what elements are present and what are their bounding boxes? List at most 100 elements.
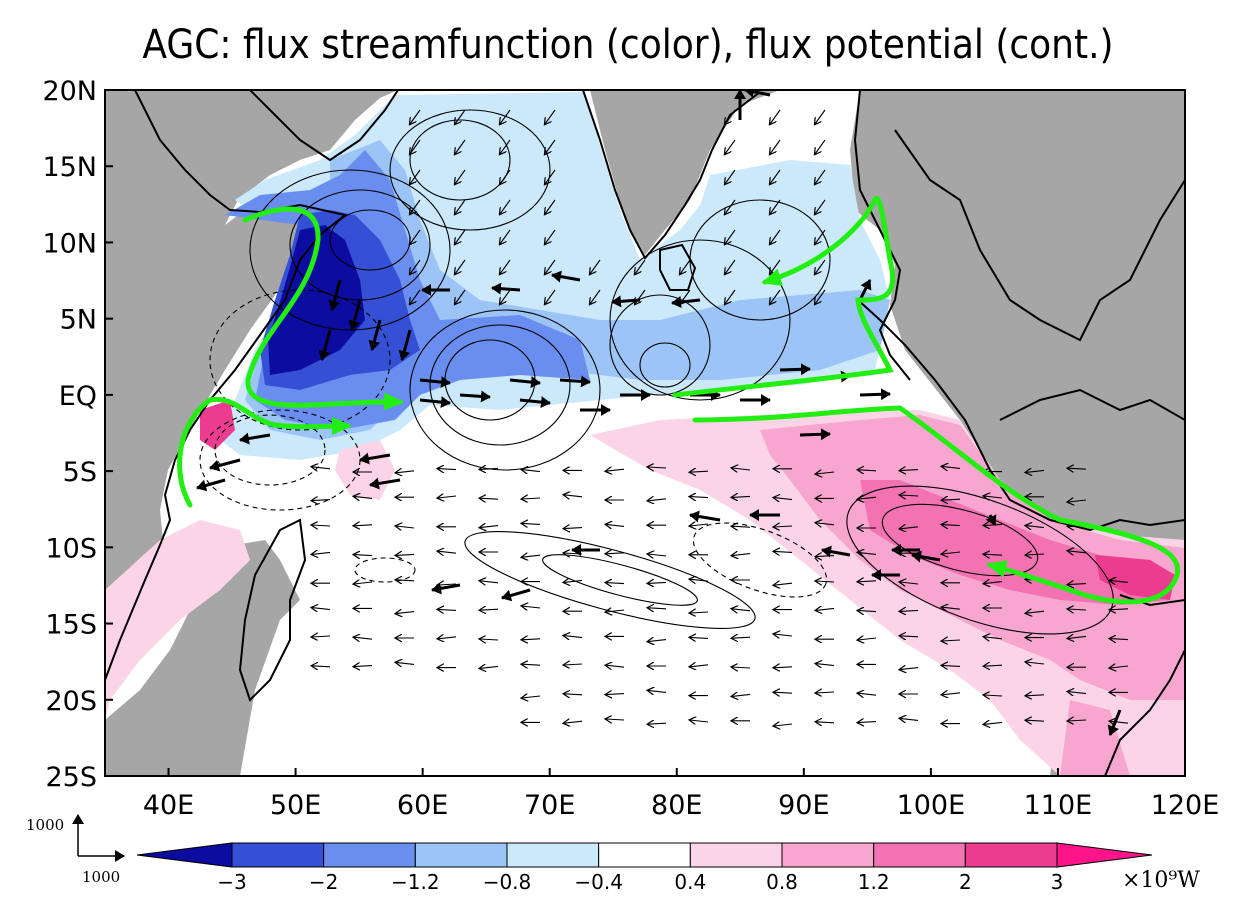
flux-vector <box>480 639 499 640</box>
flux-vector-strong <box>328 279 342 311</box>
flux-vector <box>816 581 835 582</box>
colorbar-high-extension <box>1056 842 1153 868</box>
colorbar-unit: ×10⁹W <box>1122 868 1200 893</box>
flux-vector <box>455 229 466 244</box>
flux-vector <box>312 636 331 637</box>
flux-vector <box>1110 639 1129 640</box>
colorbar-tick-label: 3 <box>1051 870 1064 894</box>
flux-vector <box>396 662 415 664</box>
flux-vector <box>648 640 667 642</box>
flux-vector <box>690 579 709 581</box>
green-arrow-bay-of-bengal <box>672 195 896 398</box>
lat-tick-label: 20N <box>42 76 97 107</box>
colorbar-swatch <box>873 842 966 868</box>
flux-vector <box>770 199 781 214</box>
flux-vector-strong <box>501 588 531 602</box>
flux-vector <box>354 666 373 667</box>
flux-vector <box>815 229 826 244</box>
flux-vector <box>690 612 709 613</box>
flux-vector <box>858 470 877 471</box>
longitude-axis: 40E 50E 60E 70E 80E 90E 100E 110E 120E <box>143 768 1219 821</box>
flux-vector <box>410 169 421 184</box>
flux-vector <box>648 467 667 468</box>
flux-vector <box>900 582 919 584</box>
flux-vector <box>438 496 457 498</box>
flux-vector <box>1026 695 1045 696</box>
flux-vector <box>858 611 877 612</box>
flux-vector <box>648 499 667 501</box>
flux-vector <box>648 582 667 583</box>
flux-vector <box>770 109 781 124</box>
colorbar-tick-label: 0.8 <box>766 870 798 894</box>
flux-vector <box>732 637 751 638</box>
flux-vector-strong <box>858 279 872 301</box>
flux-vector <box>858 552 877 554</box>
flux-vector <box>942 665 961 666</box>
flux-vector <box>770 169 781 184</box>
flux-vector <box>455 259 466 274</box>
flux-vector <box>900 495 919 496</box>
flux-vector <box>815 289 826 304</box>
lat-tick-label: EQ <box>59 381 97 412</box>
flux-vector <box>396 554 415 555</box>
flux-vector <box>816 692 835 693</box>
flux-vector <box>410 199 421 214</box>
flux-vector <box>725 139 736 154</box>
colorbar-swatch <box>964 842 1058 868</box>
flux-vector <box>312 666 331 667</box>
lat-tick-label: 5N <box>60 305 97 336</box>
flux-vector-strong <box>431 582 461 595</box>
flux-vector <box>1068 551 1087 553</box>
flux-vector <box>816 472 835 474</box>
flux-vector <box>774 634 793 636</box>
flux-vector <box>564 694 583 695</box>
latitude-axis: 20N 15N 10N 5N EQ 5S 10S 15S 20S 25S <box>42 76 113 793</box>
flux-vector <box>942 466 961 468</box>
flux-vector <box>732 609 751 611</box>
colorbar-swatch <box>781 842 875 868</box>
lat-tick-label: 15S <box>46 610 98 641</box>
flux-vector <box>770 289 781 304</box>
colorbar-tick-label: 0.4 <box>674 870 706 894</box>
flux-vector <box>725 229 736 244</box>
flux-vector <box>480 468 499 469</box>
flux-vector-strong <box>419 396 451 409</box>
flux-vector <box>1110 580 1129 582</box>
lon-tick-label: 40E <box>143 790 194 821</box>
flux-vector <box>545 169 556 184</box>
flux-vector <box>1026 611 1045 613</box>
flux-vector <box>942 525 961 526</box>
flux-vector <box>606 719 625 720</box>
flux-vector <box>732 694 751 696</box>
colorbar-tick-label: 1.2 <box>858 870 890 894</box>
flux-vector <box>438 551 457 553</box>
flux-vector <box>522 639 541 640</box>
flux-vector <box>564 528 583 529</box>
flux-vector <box>564 495 583 497</box>
colorbar-swatch <box>231 842 325 868</box>
flux-vector <box>1110 666 1129 668</box>
flux-vector <box>522 555 541 557</box>
flux-vector <box>732 526 751 527</box>
lat-tick-label: 10N <box>42 228 97 259</box>
colorbar-tick-label: −0.4 <box>574 870 623 894</box>
flux-vector <box>942 693 961 695</box>
flux-vector <box>606 583 625 584</box>
flux-vector <box>312 500 331 501</box>
colorbar-swatch <box>689 842 783 868</box>
lat-tick-label: 20S <box>46 686 98 717</box>
flux-vector-strong <box>689 510 721 523</box>
flux-vector <box>774 526 793 527</box>
flux-vector-strong <box>1107 709 1122 736</box>
flux-vector <box>942 607 961 609</box>
flux-vector <box>455 199 466 214</box>
flux-vector <box>984 554 1003 555</box>
green-arrow-southeast <box>692 405 1180 605</box>
flux-vector <box>690 524 709 526</box>
flux-vector <box>606 469 625 471</box>
flux-vector <box>438 609 457 610</box>
flux-vector <box>480 526 499 528</box>
flux-vector <box>1068 636 1087 638</box>
flux-vector <box>725 289 736 304</box>
